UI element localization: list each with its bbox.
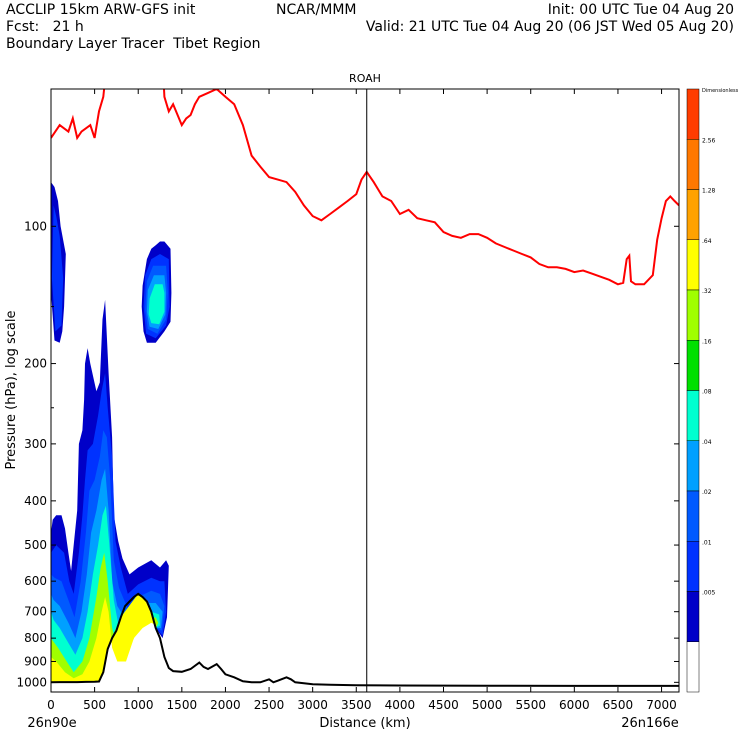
tracer-region-13: [51, 593, 157, 683]
tracer-regions: [51, 182, 172, 683]
colorbar-swatch-1: [686, 139, 700, 190]
plot-frame: [50, 88, 680, 693]
header-valid: Valid: 21 UTC Tue 04 Aug 20 (06 JST Wed …: [365, 19, 734, 35]
y-tick-label-1: 200: [24, 357, 47, 371]
colorbar-swatch-5: [686, 340, 700, 391]
colorbar-swatch-9: [686, 541, 700, 592]
x-tick-label-2: 1000: [123, 698, 154, 712]
tracer-region-4: [51, 205, 64, 332]
x-tick-label-13: 6500: [603, 698, 634, 712]
colorbar-label-3: .64: [702, 238, 712, 245]
y-tick-label-9: 1000: [16, 675, 47, 689]
axes: 0 500 1000 1500 2000 2500 3000 3500 4000 4500 5000…: [16, 89, 679, 712]
y-tick-label-5: 600: [24, 574, 47, 588]
colorbar-label-9: .01: [702, 539, 712, 546]
colorbar-label-10: .005: [702, 590, 716, 597]
y-tick-label-2: 300: [24, 437, 47, 451]
colorbar-label-6: .08: [702, 389, 712, 396]
x-tick-label-5: 2500: [254, 698, 285, 712]
y-tick-label-4: 500: [24, 538, 47, 552]
left-end-label: 26n90e: [27, 716, 76, 731]
x-tick-label-10: 5000: [472, 698, 503, 712]
header-init: Init: 00 UTC Tue 04 Aug 20: [547, 2, 734, 18]
y-tick-label-8: 900: [24, 654, 47, 668]
colorbar-swatch-0: [686, 88, 700, 140]
x-tick-label-7: 3500: [341, 698, 372, 712]
x-axis-label: Distance (km): [319, 716, 410, 731]
colorbar-swatch-8: [686, 490, 700, 542]
x-tick-label-1: 500: [83, 698, 106, 712]
colorbar-swatch-10: [686, 591, 700, 642]
tracer-region-11: [148, 284, 165, 325]
colorbar-label-7: .04: [702, 439, 712, 446]
colorbar-label-4: .32: [702, 288, 712, 295]
profile-lines: [51, 89, 679, 692]
x-tick-label-4: 2000: [210, 698, 241, 712]
marker-label: ROAH: [349, 72, 381, 85]
y-tick-label-0: 100: [24, 219, 47, 233]
terrain-line: [51, 592, 679, 687]
x-tick-label-3: 1500: [167, 698, 198, 712]
colorbar-label-2: 1.28: [702, 188, 716, 195]
y-tick-label-7: 800: [24, 631, 47, 645]
x-tick-label-12: 6000: [559, 698, 590, 712]
y-tick-label-3: 400: [24, 494, 47, 508]
tropopause-line: [51, 89, 679, 286]
header-model: ACCLIP 15km ARW-GFS init: [6, 2, 196, 18]
colorbar-swatch-6: [686, 390, 700, 441]
x-tick-label-6: 3000: [297, 698, 328, 712]
x-tick-label-8: 4000: [385, 698, 416, 712]
header-fcst: Fcst: 21 h: [6, 19, 84, 35]
colorbar-label-5: .16: [702, 338, 712, 345]
y-axis-label: Pressure (hPa), log scale: [4, 311, 19, 470]
colorbar-label-1: 2.56: [702, 137, 716, 144]
x-tick-label-11: 5500: [515, 698, 546, 712]
colorbar-label-8: .02: [702, 489, 712, 496]
y-tick-label-6: 700: [24, 605, 47, 619]
x-tick-label-0: 0: [47, 698, 55, 712]
x-tick-label-9: 4500: [428, 698, 459, 712]
header-field: Boundary Layer Tracer Tibet Region: [6, 36, 261, 52]
colorbar-label-0: Dimensionless: [702, 88, 739, 94]
header-org: NCAR/MMM: [276, 2, 357, 18]
colorbar-swatch-11: [686, 641, 700, 693]
colorbar: Dimensionless 2.56 1.28 .64 .32 .16 .08 .04 .02.…: [686, 88, 739, 693]
colorbar-swatch-3: [686, 239, 700, 291]
right-end-label: 26n166e: [621, 716, 679, 731]
colorbar-swatch-4: [686, 289, 700, 341]
x-tick-label-14: 7000: [646, 698, 677, 712]
colorbar-swatch-2: [686, 189, 700, 240]
colorbar-swatch-7: [686, 440, 700, 492]
